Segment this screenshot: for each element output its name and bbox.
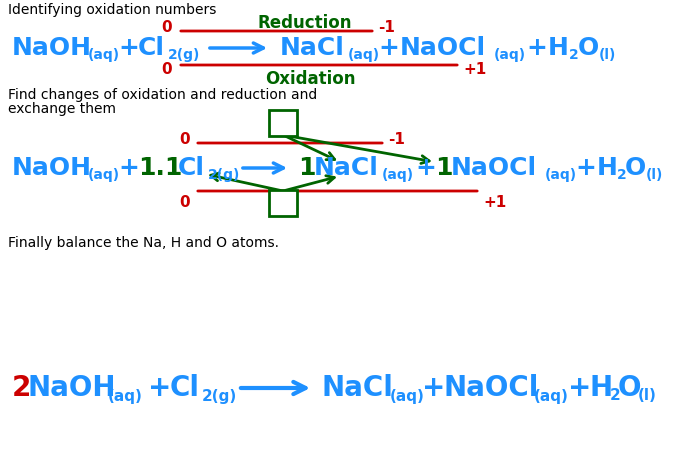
Text: Find changes of oxidation and reduction and: Find changes of oxidation and reduction …	[8, 88, 317, 102]
Text: +1: +1	[483, 195, 506, 210]
Text: 2(g): 2(g)	[202, 389, 237, 404]
Text: O: O	[625, 156, 646, 180]
Text: H: H	[597, 156, 618, 180]
Text: 2(g): 2(g)	[208, 168, 240, 182]
Text: -1: -1	[388, 131, 405, 146]
Text: 0: 0	[162, 62, 172, 77]
Text: NaOCl: NaOCl	[444, 374, 540, 402]
Text: (l): (l)	[646, 168, 664, 182]
Text: Identifying oxidation numbers: Identifying oxidation numbers	[8, 3, 216, 17]
Text: (l): (l)	[638, 389, 657, 404]
Text: exchange them: exchange them	[8, 102, 116, 116]
Text: (aq): (aq)	[348, 48, 380, 62]
Text: 0: 0	[179, 195, 190, 210]
FancyBboxPatch shape	[269, 190, 297, 216]
Text: 2: 2	[12, 374, 32, 402]
Text: +: +	[148, 374, 172, 402]
Text: 1: 1	[276, 114, 290, 132]
Text: H: H	[590, 374, 613, 402]
Text: NaCl: NaCl	[280, 36, 345, 60]
Text: +1: +1	[463, 62, 486, 77]
Text: +: +	[526, 36, 547, 60]
Text: (aq): (aq)	[88, 48, 120, 62]
Text: +: +	[575, 156, 596, 180]
Text: Cl: Cl	[138, 36, 165, 60]
Text: O: O	[578, 36, 599, 60]
Text: H: H	[548, 36, 569, 60]
Text: 0: 0	[162, 19, 172, 34]
Text: NaOCl: NaOCl	[400, 36, 486, 60]
Text: Oxidation: Oxidation	[265, 70, 355, 88]
Text: 1: 1	[276, 193, 290, 212]
Text: 2(g): 2(g)	[168, 48, 200, 62]
Text: +: +	[378, 36, 399, 60]
Text: (aq): (aq)	[545, 168, 577, 182]
Text: 1: 1	[298, 156, 316, 180]
Text: (aq): (aq)	[382, 168, 414, 182]
Text: NaCl: NaCl	[314, 156, 379, 180]
Text: Cl: Cl	[170, 374, 200, 402]
Text: (aq): (aq)	[108, 389, 143, 404]
Text: NaOH: NaOH	[28, 374, 116, 402]
Text: (aq): (aq)	[88, 168, 120, 182]
Text: (aq): (aq)	[494, 48, 526, 62]
Text: +: +	[422, 374, 445, 402]
Text: Finally balance the Na, H and O atoms.: Finally balance the Na, H and O atoms.	[8, 236, 279, 250]
Text: NaOH: NaOH	[12, 36, 92, 60]
Text: 1.1: 1.1	[138, 156, 183, 180]
Text: +: +	[415, 156, 436, 180]
Text: O: O	[618, 374, 641, 402]
Text: 2: 2	[617, 168, 626, 182]
Text: Cl: Cl	[178, 156, 205, 180]
Text: NaOCl: NaOCl	[451, 156, 537, 180]
Text: (l): (l)	[599, 48, 617, 62]
Text: (aq): (aq)	[534, 389, 569, 404]
Text: 1: 1	[435, 156, 452, 180]
Text: +: +	[568, 374, 592, 402]
Text: Reduction: Reduction	[258, 14, 352, 32]
Text: 2: 2	[610, 389, 621, 404]
Text: NaOH: NaOH	[12, 156, 92, 180]
Text: -1: -1	[378, 19, 395, 34]
Text: +: +	[118, 36, 139, 60]
Text: (aq): (aq)	[390, 389, 425, 404]
Text: 0: 0	[179, 131, 190, 146]
Text: 2: 2	[569, 48, 579, 62]
Text: +: +	[118, 156, 139, 180]
FancyBboxPatch shape	[269, 110, 297, 136]
Text: NaCl: NaCl	[322, 374, 394, 402]
